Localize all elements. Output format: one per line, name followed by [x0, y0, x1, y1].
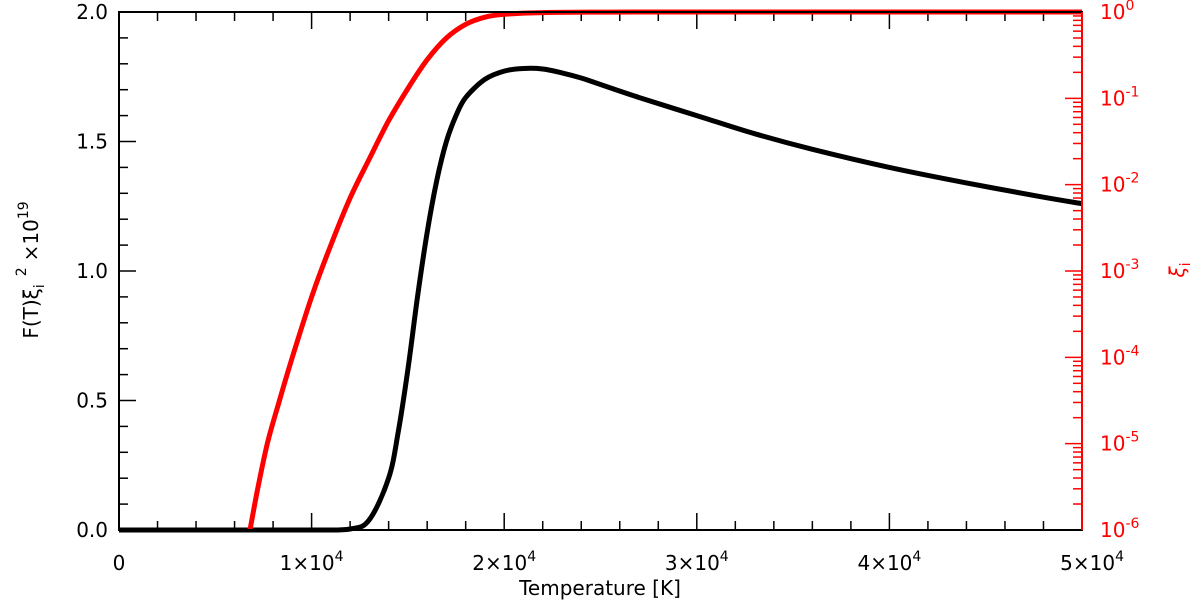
y-axis-left-label: F(T)ξi2×1019: [14, 201, 48, 338]
y-right-tick-label: 10-1: [1100, 84, 1139, 110]
y-left-tick-label: 0.5: [76, 389, 108, 413]
y-right-tick-label: 10-5: [1100, 430, 1139, 456]
ticks-layer: [118, 11, 1083, 531]
x-tick-label: 5×104: [1060, 549, 1124, 575]
y-left-tick-label: 2.0: [76, 0, 108, 24]
y-right-tick-label: 100: [1100, 0, 1134, 24]
x-axis-label: Temperature [K]: [518, 576, 681, 600]
y-right-tick-label: 10-4: [1100, 343, 1140, 369]
y-left-tick-label: 1.0: [76, 259, 108, 283]
labels-layer: Temperature [K] F(T)ξi2×1019 ξi 0 1×104 2×…: [14, 0, 1194, 600]
series-layer: [118, 9, 1083, 533]
x-tick-label: 2×104: [472, 549, 536, 575]
series-line-right-axis: [247, 9, 1082, 531]
x-tick-label: 0: [113, 551, 126, 575]
y-left-tick-label: 0.0: [76, 518, 108, 542]
y-left-tick-label: 1.5: [76, 130, 108, 154]
x-tick-label: 3×104: [665, 549, 729, 575]
x-tick-label: 1×104: [280, 549, 344, 575]
y-axis-right-label: ξi: [1165, 262, 1194, 278]
x-tick-label: 4×104: [857, 549, 921, 575]
y-right-tick-label: 10-6: [1100, 516, 1140, 542]
y-right-tick-label: 10-2: [1100, 171, 1139, 197]
series-line-left-axis: [118, 65, 1083, 533]
y-right-tick-label: 10-3: [1100, 257, 1139, 283]
